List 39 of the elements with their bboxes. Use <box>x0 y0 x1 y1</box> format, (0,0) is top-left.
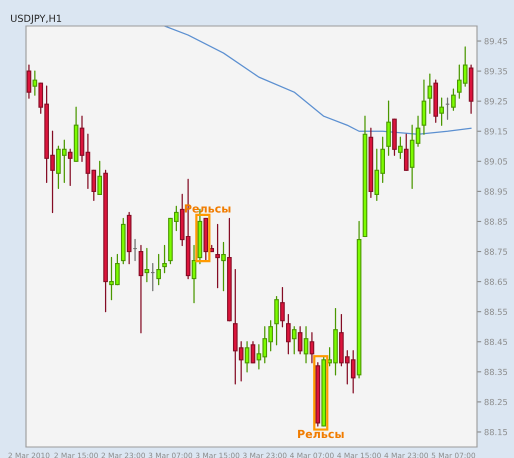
y-tick-label: 88.45 <box>484 338 508 346</box>
y-tick-label: 88.25 <box>484 398 508 406</box>
candlestick <box>428 73 432 114</box>
candlestick <box>26 64 32 99</box>
candlestick <box>215 224 220 288</box>
candlestick <box>439 98 444 126</box>
candlestick <box>280 286 285 328</box>
candlestick <box>310 332 314 364</box>
candlestick <box>298 326 302 354</box>
candlestick <box>68 148 73 186</box>
candlestick <box>97 160 102 196</box>
candlestick <box>292 326 297 354</box>
candlestick <box>286 314 291 354</box>
y-tick-label: 88.65 <box>484 278 508 285</box>
candlestick <box>244 341 250 372</box>
candlestick <box>32 70 38 96</box>
y-tick-label: 89.45 <box>484 38 508 44</box>
candlestick <box>404 134 409 171</box>
annotation: Рельсы <box>298 430 344 438</box>
candlestick <box>398 136 403 159</box>
y-tick-label: 88.35 <box>484 368 508 376</box>
y-tick-label: 88.95 <box>484 188 508 195</box>
y-tick-label: 88.75 <box>484 248 508 255</box>
candlestick <box>451 88 456 111</box>
candlestick <box>250 341 256 364</box>
y-tick-label: 89.25 <box>484 98 508 104</box>
y-tick-label: 89.05 <box>484 158 508 165</box>
candlestick <box>162 244 167 274</box>
candlestick <box>156 254 161 286</box>
candlestick <box>304 326 308 364</box>
chart-title: USDJPY,H1 <box>11 14 62 24</box>
y-tick-label: 88.55 <box>484 308 508 315</box>
y-tick-label: 88.85 <box>484 218 508 225</box>
candlestick <box>192 244 196 304</box>
y-tick-label: 89.15 <box>484 128 508 135</box>
candlestick <box>221 242 226 292</box>
y-tick-label: 89.35 <box>484 68 508 74</box>
candlestick <box>144 248 150 282</box>
y-tick-label: 88.15 <box>484 428 508 436</box>
